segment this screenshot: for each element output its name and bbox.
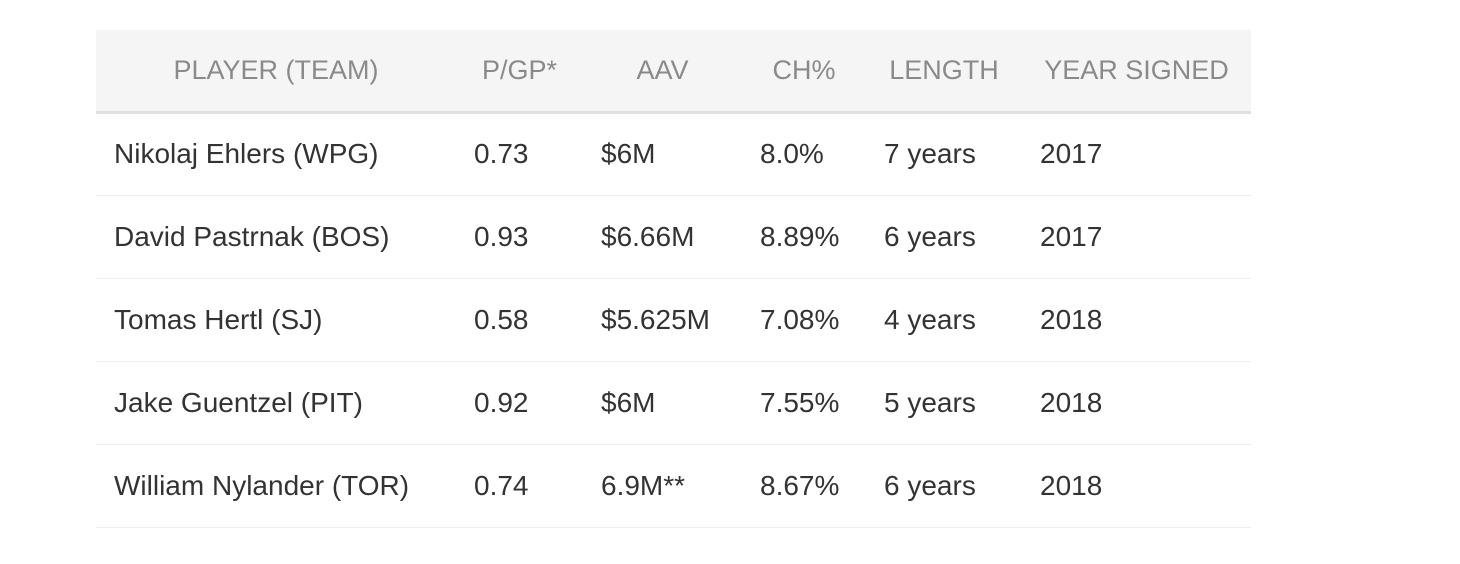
table-cell: 7 years xyxy=(884,138,976,169)
table-cell: 0.73 xyxy=(474,138,529,169)
table-cell: Jake Guentzel (PIT) xyxy=(114,386,363,418)
table-cell: 7.08% xyxy=(760,303,840,335)
table-cell: 2018 xyxy=(1040,386,1103,418)
table-cell: Nikolaj Ehlers (WPG) xyxy=(114,138,379,169)
table-cell: 7.55% xyxy=(760,386,840,418)
column-header: PLAYER (TEAM) xyxy=(173,54,379,85)
contracts-table: PLAYER (TEAM) P/GP* AAV CH% LENGTH YEAR SIGNE… xyxy=(96,30,1251,528)
table-cell: $6M xyxy=(601,138,656,169)
header-row: PLAYER (TEAM) P/GP* AAV CH% LENGTH YEAR SIGNE… xyxy=(96,30,1251,112)
table-row: Nikolaj Ehlers (WPG) 0.73 $6M 8.0% 7 years 20… xyxy=(96,112,1251,195)
table-row: Tomas Hertl (SJ) 0.58 $5.625M 7.08% 4 years 2… xyxy=(96,278,1251,361)
table-cell: 8.0% xyxy=(760,138,824,169)
table-cell: 2017 xyxy=(1040,138,1103,169)
table-cell: Tomas Hertl (SJ) xyxy=(114,303,323,335)
table-row: William Nylander (TOR) 0.74 6.9M** 8.67% 6 y… xyxy=(96,444,1251,527)
table-row: David Pastrnak (BOS) 0.93 $6.66M 8.89% 6 yea… xyxy=(96,195,1251,278)
table-cell: $6.66M xyxy=(601,220,695,252)
table-cell: 4 years xyxy=(884,303,976,335)
table-cell: 2017 xyxy=(1040,220,1103,252)
column-header: LENGTH xyxy=(889,54,999,85)
table-cell: David Pastrnak (BOS) xyxy=(114,220,390,252)
table-cell: William Nylander (TOR) xyxy=(114,469,410,501)
table-cell: 0.92 xyxy=(474,386,529,418)
table-row: Jake Guentzel (PIT) 0.92 $6M 7.55% 5 years 20… xyxy=(96,361,1251,444)
table-cell: 5 years xyxy=(884,386,976,418)
column-header: YEAR SIGNED xyxy=(1044,54,1229,85)
table-cell: $6M xyxy=(601,386,656,418)
table-cell: 0.93 xyxy=(474,220,529,252)
table-body: Nikolaj Ehlers (WPG) 0.73 $6M 8.0% 7 years 20… xyxy=(96,112,1251,527)
table-cell: 6 years xyxy=(884,469,976,501)
table-cell: 8.67% xyxy=(760,469,840,501)
table-cell: 2018 xyxy=(1040,469,1103,501)
column-header: P/GP* xyxy=(481,54,558,85)
table-cell: 0.58 xyxy=(474,303,529,335)
table-cell: 0.74 xyxy=(474,469,529,501)
table-cell: 6 years xyxy=(884,220,976,252)
table-cell: 8.89% xyxy=(760,220,840,252)
table-cell: 2018 xyxy=(1040,303,1103,335)
column-header: CH% xyxy=(772,54,836,85)
column-header: AAV xyxy=(636,54,689,85)
table-cell: $5.625M xyxy=(601,303,710,335)
table-cell: 6.9M** xyxy=(601,469,686,501)
table-header: PLAYER (TEAM) P/GP* AAV CH% LENGTH YEAR SIGNE… xyxy=(96,30,1251,112)
